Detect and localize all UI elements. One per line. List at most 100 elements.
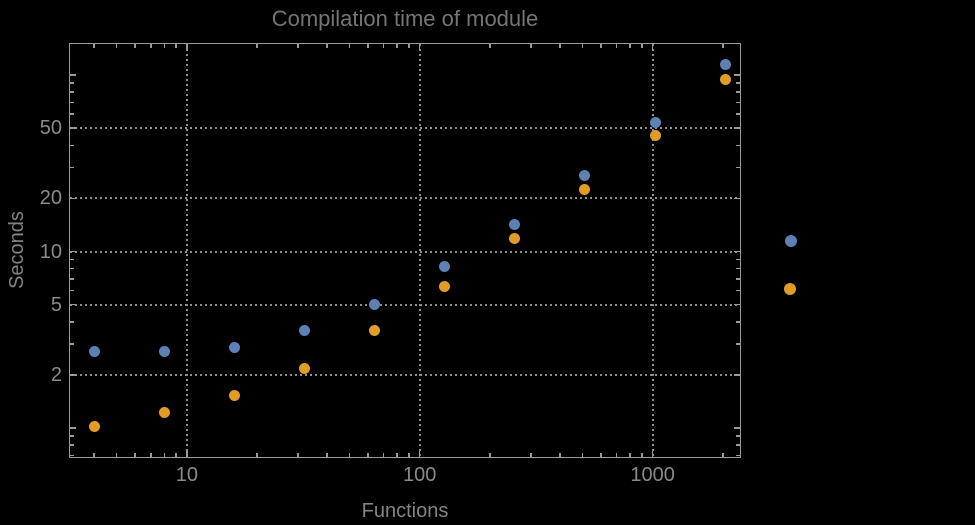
- x-tick: [418, 450, 421, 457]
- y-tick-right: [736, 101, 740, 104]
- legend-marker-1: [785, 235, 797, 247]
- data-point-series-2: [579, 183, 591, 195]
- y-tick: [70, 250, 76, 253]
- y-tick-right: [733, 374, 740, 376]
- x-tick: [396, 453, 398, 457]
- x-tick: [581, 453, 584, 457]
- y-tick-right: [733, 250, 740, 253]
- y-tick-right: [736, 82, 740, 84]
- x-tick-label: 100: [403, 464, 437, 486]
- x-tick: [326, 453, 328, 457]
- y-tick: [70, 303, 76, 306]
- x-tick: [629, 453, 631, 457]
- x-tick-top: [348, 44, 351, 48]
- x-tick: [530, 453, 532, 457]
- x-tick: [600, 453, 602, 457]
- data-point-series-2: [509, 233, 521, 245]
- y-tick-label: 5: [50, 293, 62, 316]
- gridline-horizontal: [70, 250, 739, 253]
- y-tick-right: [736, 343, 740, 345]
- data-point-series-1: [88, 345, 100, 357]
- y-tick: [70, 113, 74, 115]
- x-tick-top: [651, 44, 654, 50]
- x-tick: [134, 453, 136, 457]
- x-tick-top: [134, 44, 136, 48]
- data-point-series-2: [228, 390, 240, 402]
- data-point-series-2: [88, 421, 100, 433]
- y-tick-label: 2: [50, 363, 62, 386]
- x-tick-top: [530, 44, 532, 48]
- y-tick-right: [733, 127, 740, 129]
- gridline-horizontal: [70, 303, 739, 306]
- x-tick: [559, 453, 561, 457]
- y-tick: [70, 144, 74, 147]
- x-tick: [348, 453, 351, 457]
- x-tick-top: [367, 44, 369, 48]
- data-point-series-1: [439, 261, 451, 273]
- y-axis-label: Seconds: [6, 211, 28, 289]
- data-point-series-1: [509, 219, 521, 231]
- x-tick: [367, 453, 369, 457]
- x-tick-top: [722, 44, 724, 48]
- y-tick-right: [733, 303, 740, 306]
- data-point-series-1: [228, 341, 240, 353]
- x-tick-top: [382, 44, 385, 48]
- x-axis-label: Functions: [361, 500, 449, 522]
- gridline-horizontal: [70, 197, 739, 200]
- x-tick: [651, 450, 654, 457]
- y-tick-right: [736, 435, 740, 437]
- y-tick-right: [736, 289, 740, 292]
- x-tick-top: [93, 44, 95, 48]
- x-tick: [150, 453, 152, 457]
- y-tick-label: 50: [39, 117, 62, 140]
- y-tick: [70, 197, 76, 200]
- x-tick: [382, 453, 385, 457]
- y-tick-right: [736, 444, 740, 446]
- data-point-series-1: [579, 169, 591, 181]
- x-tick: [175, 453, 177, 457]
- x-tick-top: [115, 44, 118, 48]
- gridline-horizontal: [70, 373, 739, 376]
- y-tick-right: [736, 91, 740, 93]
- data-point-series-2: [439, 281, 451, 293]
- y-tick: [70, 91, 74, 93]
- y-tick-right: [736, 166, 740, 169]
- x-tick: [615, 453, 618, 457]
- y-tick-right: [733, 197, 740, 200]
- y-tick-right: [736, 258, 740, 261]
- x-tick: [641, 453, 643, 457]
- y-tick-right: [736, 278, 740, 280]
- y-tick-label: 20: [39, 187, 62, 210]
- x-tick-top: [163, 44, 166, 48]
- y-tick: [70, 278, 74, 280]
- x-tick-top: [256, 44, 258, 48]
- x-tick-top: [600, 44, 602, 48]
- y-tick-right: [736, 267, 740, 270]
- y-tick: [70, 454, 74, 457]
- gridline-vertical: [651, 44, 654, 456]
- y-tick: [70, 427, 76, 429]
- data-point-series-1: [719, 58, 731, 70]
- x-tick-top: [297, 44, 299, 48]
- x-tick-top: [175, 44, 177, 48]
- x-tick-top: [396, 44, 398, 48]
- y-tick-right: [733, 427, 740, 429]
- x-tick-top: [489, 44, 491, 48]
- data-point-series-1: [158, 345, 170, 357]
- x-tick: [93, 453, 95, 457]
- x-tick: [186, 450, 188, 457]
- data-point-series-2: [298, 363, 310, 375]
- x-tick-top: [408, 44, 410, 48]
- x-tick: [722, 453, 724, 457]
- chart-title: Compilation time of module: [271, 6, 539, 31]
- y-tick: [70, 101, 74, 104]
- x-tick-top: [615, 44, 618, 48]
- data-point-series-2: [369, 324, 381, 336]
- x-tick-top: [629, 44, 631, 48]
- y-tick-right: [736, 113, 740, 115]
- y-tick: [70, 435, 74, 437]
- y-tick-right: [736, 454, 740, 457]
- x-tick: [489, 453, 491, 457]
- x-tick-top: [581, 44, 584, 48]
